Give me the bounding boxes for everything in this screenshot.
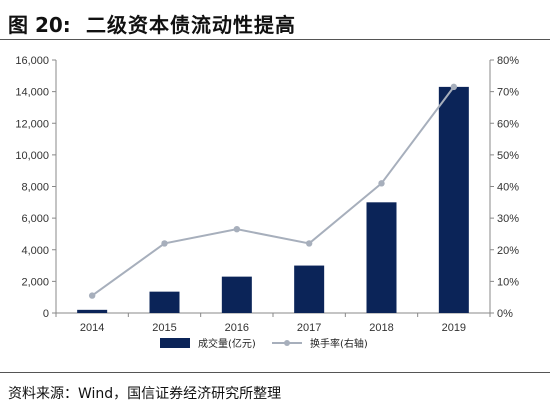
y-left-tick-label: 14,000 <box>15 87 49 99</box>
y-right-tick-label: 80% <box>497 55 519 67</box>
bar-2014 <box>77 309 108 313</box>
turnover-point-2016 <box>233 225 241 233</box>
turnover-point-2017 <box>305 240 313 247</box>
y-right-tick-label: 30% <box>497 213 519 225</box>
y-left-tick-label: 6,000 <box>21 213 49 225</box>
y-right-tick-label: 60% <box>497 118 519 130</box>
y-right-tick-label: 40% <box>497 182 519 194</box>
y-left-tick-label: 2,000 <box>21 276 49 288</box>
y-right-tick-label: 20% <box>497 245 519 257</box>
figure-number: 图 20: <box>8 13 71 37</box>
y-left-tick-label: 12,000 <box>15 118 49 130</box>
legend-bar-label: 成交量(亿元) <box>198 337 256 350</box>
x-tick-label: 2014 <box>80 322 104 334</box>
turnover-point-2019 <box>450 83 458 91</box>
x-tick-label: 2017 <box>297 322 321 334</box>
turnover-line <box>91 86 455 297</box>
y-left-tick-label: 10,000 <box>15 150 49 162</box>
figure-title: 二级资本债流动性提高 <box>86 13 296 37</box>
y-left-tick-label: 16,000 <box>15 55 49 67</box>
y-right-tick-label: 0% <box>497 308 513 320</box>
y-left-tick-label: 0 <box>43 308 49 320</box>
y-right-tick-label: 50% <box>497 150 519 162</box>
bar-2018 <box>366 202 397 313</box>
y-left-tick-label: 8,000 <box>21 182 49 194</box>
source-note: 资料来源：Wind，国信证券经济研究所整理 <box>8 386 282 402</box>
y-right-tick-label: 10% <box>497 276 519 288</box>
figure-header: 图 20: 二级资本债流动性提高 <box>0 0 550 40</box>
y-left-tick-label: 4,000 <box>21 245 49 257</box>
x-tick-label: 2019 <box>442 322 466 334</box>
legend-line-marker <box>284 340 290 346</box>
x-tick-label: 2015 <box>152 322 176 334</box>
combo-chart: 0 2,000 4,000 6,000 8,000 10,000 12,000 14,000 1… <box>15 55 519 350</box>
turnover-point-2014 <box>88 292 96 299</box>
turnover-point-2018 <box>378 180 385 187</box>
bar-2015 <box>149 291 180 313</box>
turnover-point-2015 <box>161 240 168 247</box>
bar-2017 <box>294 265 325 313</box>
source-footer: 资料来源：Wind，国信证券经济研究所整理 <box>0 372 550 412</box>
bar-2019 <box>438 86 469 313</box>
legend-line-label: 换手率(右轴) <box>310 337 368 350</box>
x-tick-label: 2016 <box>225 322 249 334</box>
legend-bar-swatch <box>160 338 190 348</box>
bar-2016 <box>221 276 252 313</box>
x-tick-label: 2018 <box>369 322 393 334</box>
y-right-tick-label: 70% <box>497 87 519 99</box>
